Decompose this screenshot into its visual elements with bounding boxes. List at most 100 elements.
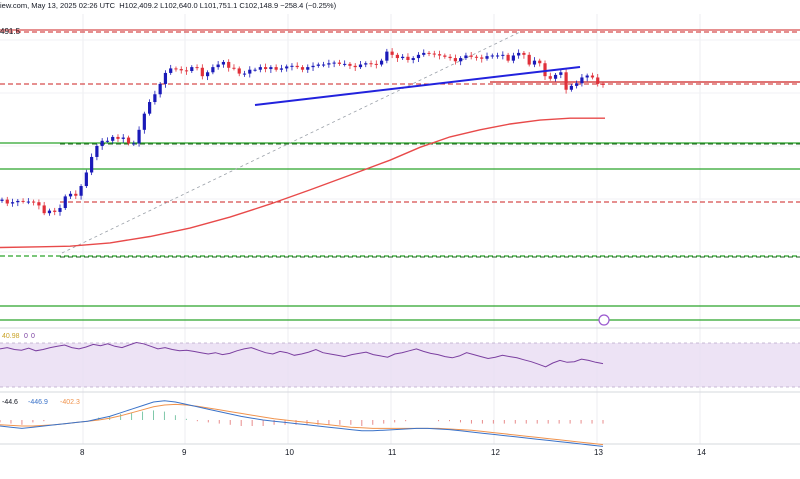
candle-body — [327, 63, 331, 65]
candle-body — [501, 54, 505, 56]
candle-body — [601, 83, 605, 85]
candle-body — [21, 200, 25, 202]
candle-body — [416, 54, 421, 59]
candle-body — [385, 51, 389, 61]
candle-body — [100, 140, 104, 146]
x-axis-tick-label: 10 — [285, 448, 294, 457]
candle-body — [216, 64, 220, 68]
candle-body — [5, 199, 9, 204]
candle-body — [548, 76, 552, 79]
candle-body — [495, 55, 500, 57]
rsi-value-label: 0 — [24, 333, 28, 340]
candle-body — [374, 63, 378, 65]
candle-body — [517, 52, 521, 56]
rsi-line — [0, 341, 604, 368]
x-axis-tick-label: 8 — [80, 448, 85, 457]
candle-body — [142, 113, 146, 130]
candle-body — [316, 64, 320, 66]
candle-body — [242, 73, 247, 75]
candle-body — [84, 172, 88, 187]
dashed-trend-line — [61, 31, 521, 254]
candle-body — [79, 186, 83, 196]
candle-body — [527, 54, 531, 65]
candle-body — [47, 210, 52, 214]
candle-body — [184, 70, 189, 72]
candle-body — [464, 55, 468, 59]
candle-body — [58, 208, 62, 212]
candle-body — [232, 67, 236, 69]
candle-body — [353, 65, 357, 68]
candle-body — [474, 56, 479, 58]
candle-body — [116, 136, 120, 139]
rsi-band — [0, 343, 800, 387]
trendline — [254, 66, 581, 106]
candle-body — [559, 72, 563, 75]
candle-body — [269, 67, 273, 70]
candle-body — [237, 68, 241, 74]
candle-body — [37, 202, 41, 206]
candle-body — [411, 58, 415, 61]
candle-body — [443, 55, 447, 57]
candle-body — [432, 53, 436, 55]
candle-body — [485, 56, 489, 59]
x-axis-tick-label: 9 — [182, 448, 187, 457]
candle-body — [300, 67, 305, 70]
candle-body — [179, 69, 183, 71]
candle-body — [26, 201, 30, 203]
candle-body — [148, 102, 152, 114]
candle-body — [406, 56, 410, 61]
candle-body — [263, 67, 268, 70]
candle-body — [137, 129, 141, 144]
candle-body — [95, 145, 99, 157]
candle-body — [53, 210, 57, 212]
candle-body — [311, 65, 315, 68]
candle-body — [564, 72, 568, 90]
candle-body — [163, 72, 168, 84]
candle-body — [469, 55, 473, 57]
macd-value-label: -446.9 — [28, 399, 48, 406]
candle-body — [169, 68, 173, 73]
candle-body — [74, 193, 78, 196]
candle-body — [195, 67, 199, 69]
candle-body — [321, 64, 326, 66]
candle-body — [575, 83, 579, 86]
source-label: iew.com, May 13, 2025 02:26 UTC — [0, 1, 116, 10]
candle-body — [306, 67, 310, 70]
candle-body — [258, 67, 262, 70]
candle-body — [480, 57, 484, 59]
candle-body — [63, 196, 67, 209]
candle-body — [437, 54, 442, 56]
candle-body — [248, 69, 252, 74]
macd-value-label: -44.6 — [2, 399, 18, 406]
rsi-value-label: 0 — [31, 333, 35, 340]
candle-body — [538, 60, 542, 64]
candle-body — [348, 63, 352, 66]
candle-body — [506, 54, 510, 61]
candle-body — [158, 83, 162, 95]
candle-body — [590, 75, 595, 78]
x-axis-tick-label: 14 — [697, 448, 706, 457]
x-axis-tick-label: 13 — [594, 448, 603, 457]
candle-body — [68, 193, 73, 197]
x-axis-tick-label: 12 — [491, 448, 500, 457]
candle-body — [369, 63, 373, 65]
macd-line — [0, 400, 604, 447]
candle-body — [274, 67, 278, 70]
candle-body — [395, 54, 399, 59]
candle-body — [105, 140, 110, 142]
candle-body — [174, 68, 178, 70]
candle-body — [422, 52, 426, 55]
candle-body — [279, 68, 284, 70]
candle-body — [580, 77, 584, 84]
candle-body — [448, 56, 452, 59]
candle-body — [0, 199, 4, 201]
candle-body — [332, 62, 336, 64]
candle-body — [190, 67, 194, 71]
candle-body — [16, 200, 20, 203]
candle-body — [32, 201, 36, 203]
macd-signal-line — [0, 403, 604, 446]
candle-body — [153, 94, 157, 103]
candle-body — [569, 85, 573, 90]
